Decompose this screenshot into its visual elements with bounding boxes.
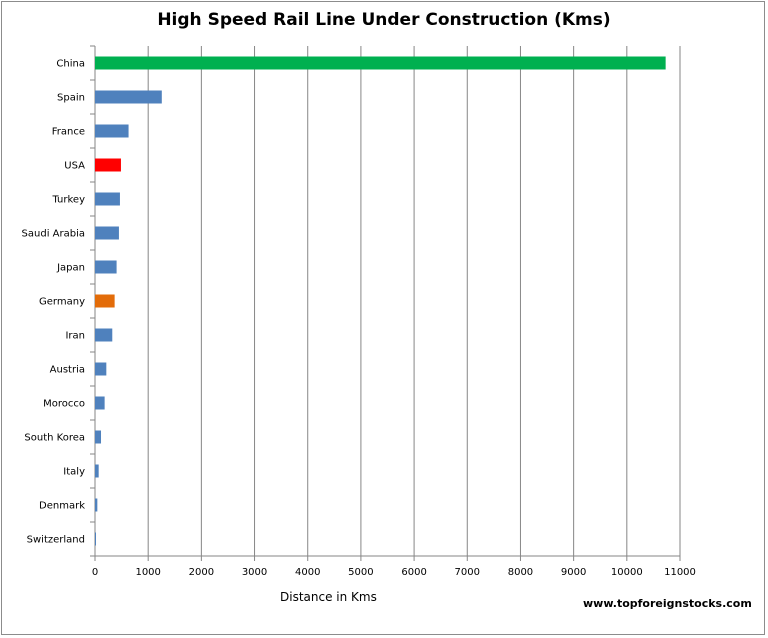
category-label: South Korea xyxy=(24,433,85,444)
bar-france xyxy=(95,124,129,138)
bar-china xyxy=(95,56,666,70)
bar-austria xyxy=(95,362,107,376)
category-label: Morocco xyxy=(43,399,85,410)
bar-spain xyxy=(95,90,162,104)
x-axis-label: Distance in Kms xyxy=(280,590,377,604)
bar-japan xyxy=(95,260,117,274)
bar-saudi-arabia xyxy=(95,226,119,240)
x-tick-label: 4000 xyxy=(295,567,320,578)
x-tick-label: 3000 xyxy=(242,567,267,578)
category-label: Austria xyxy=(50,365,85,376)
category-label: China xyxy=(56,59,85,70)
x-tick-label: 0 xyxy=(92,567,98,578)
x-tick-label: 7000 xyxy=(455,567,480,578)
category-label: Iran xyxy=(65,331,85,342)
x-tick-label: 1000 xyxy=(135,567,160,578)
category-label: Saudi Arabia xyxy=(22,229,85,240)
bar-morocco xyxy=(95,396,105,410)
bar-italy xyxy=(95,464,99,478)
x-tick-label: 5000 xyxy=(348,567,373,578)
x-tick-label: 6000 xyxy=(401,567,426,578)
bar-iran xyxy=(95,328,113,342)
chart-title: High Speed Rail Line Under Construction … xyxy=(157,10,611,30)
category-label: USA xyxy=(64,161,85,172)
bar-south-korea xyxy=(95,430,102,444)
bar-germany xyxy=(95,294,115,308)
bar-switzerland xyxy=(95,532,96,546)
category-label: France xyxy=(52,127,85,138)
category-label: Spain xyxy=(57,93,85,104)
source-credit: www.topforeignstocks.com xyxy=(583,597,752,610)
category-label: Germany xyxy=(39,297,85,308)
x-tick-label: 8000 xyxy=(508,567,533,578)
category-label: Italy xyxy=(63,467,85,478)
x-tick-label: 10000 xyxy=(611,567,643,578)
category-label: Japan xyxy=(56,263,85,274)
x-tick-label: 2000 xyxy=(189,567,214,578)
bar-usa xyxy=(95,158,121,172)
x-tick-label: 11000 xyxy=(664,567,696,578)
bar-turkey xyxy=(95,192,120,206)
bar-denmark xyxy=(95,498,98,512)
category-label: Denmark xyxy=(39,501,85,512)
category-label: Switzerland xyxy=(27,535,85,546)
x-tick-label: 9000 xyxy=(561,567,586,578)
category-label: Turkey xyxy=(51,195,85,206)
